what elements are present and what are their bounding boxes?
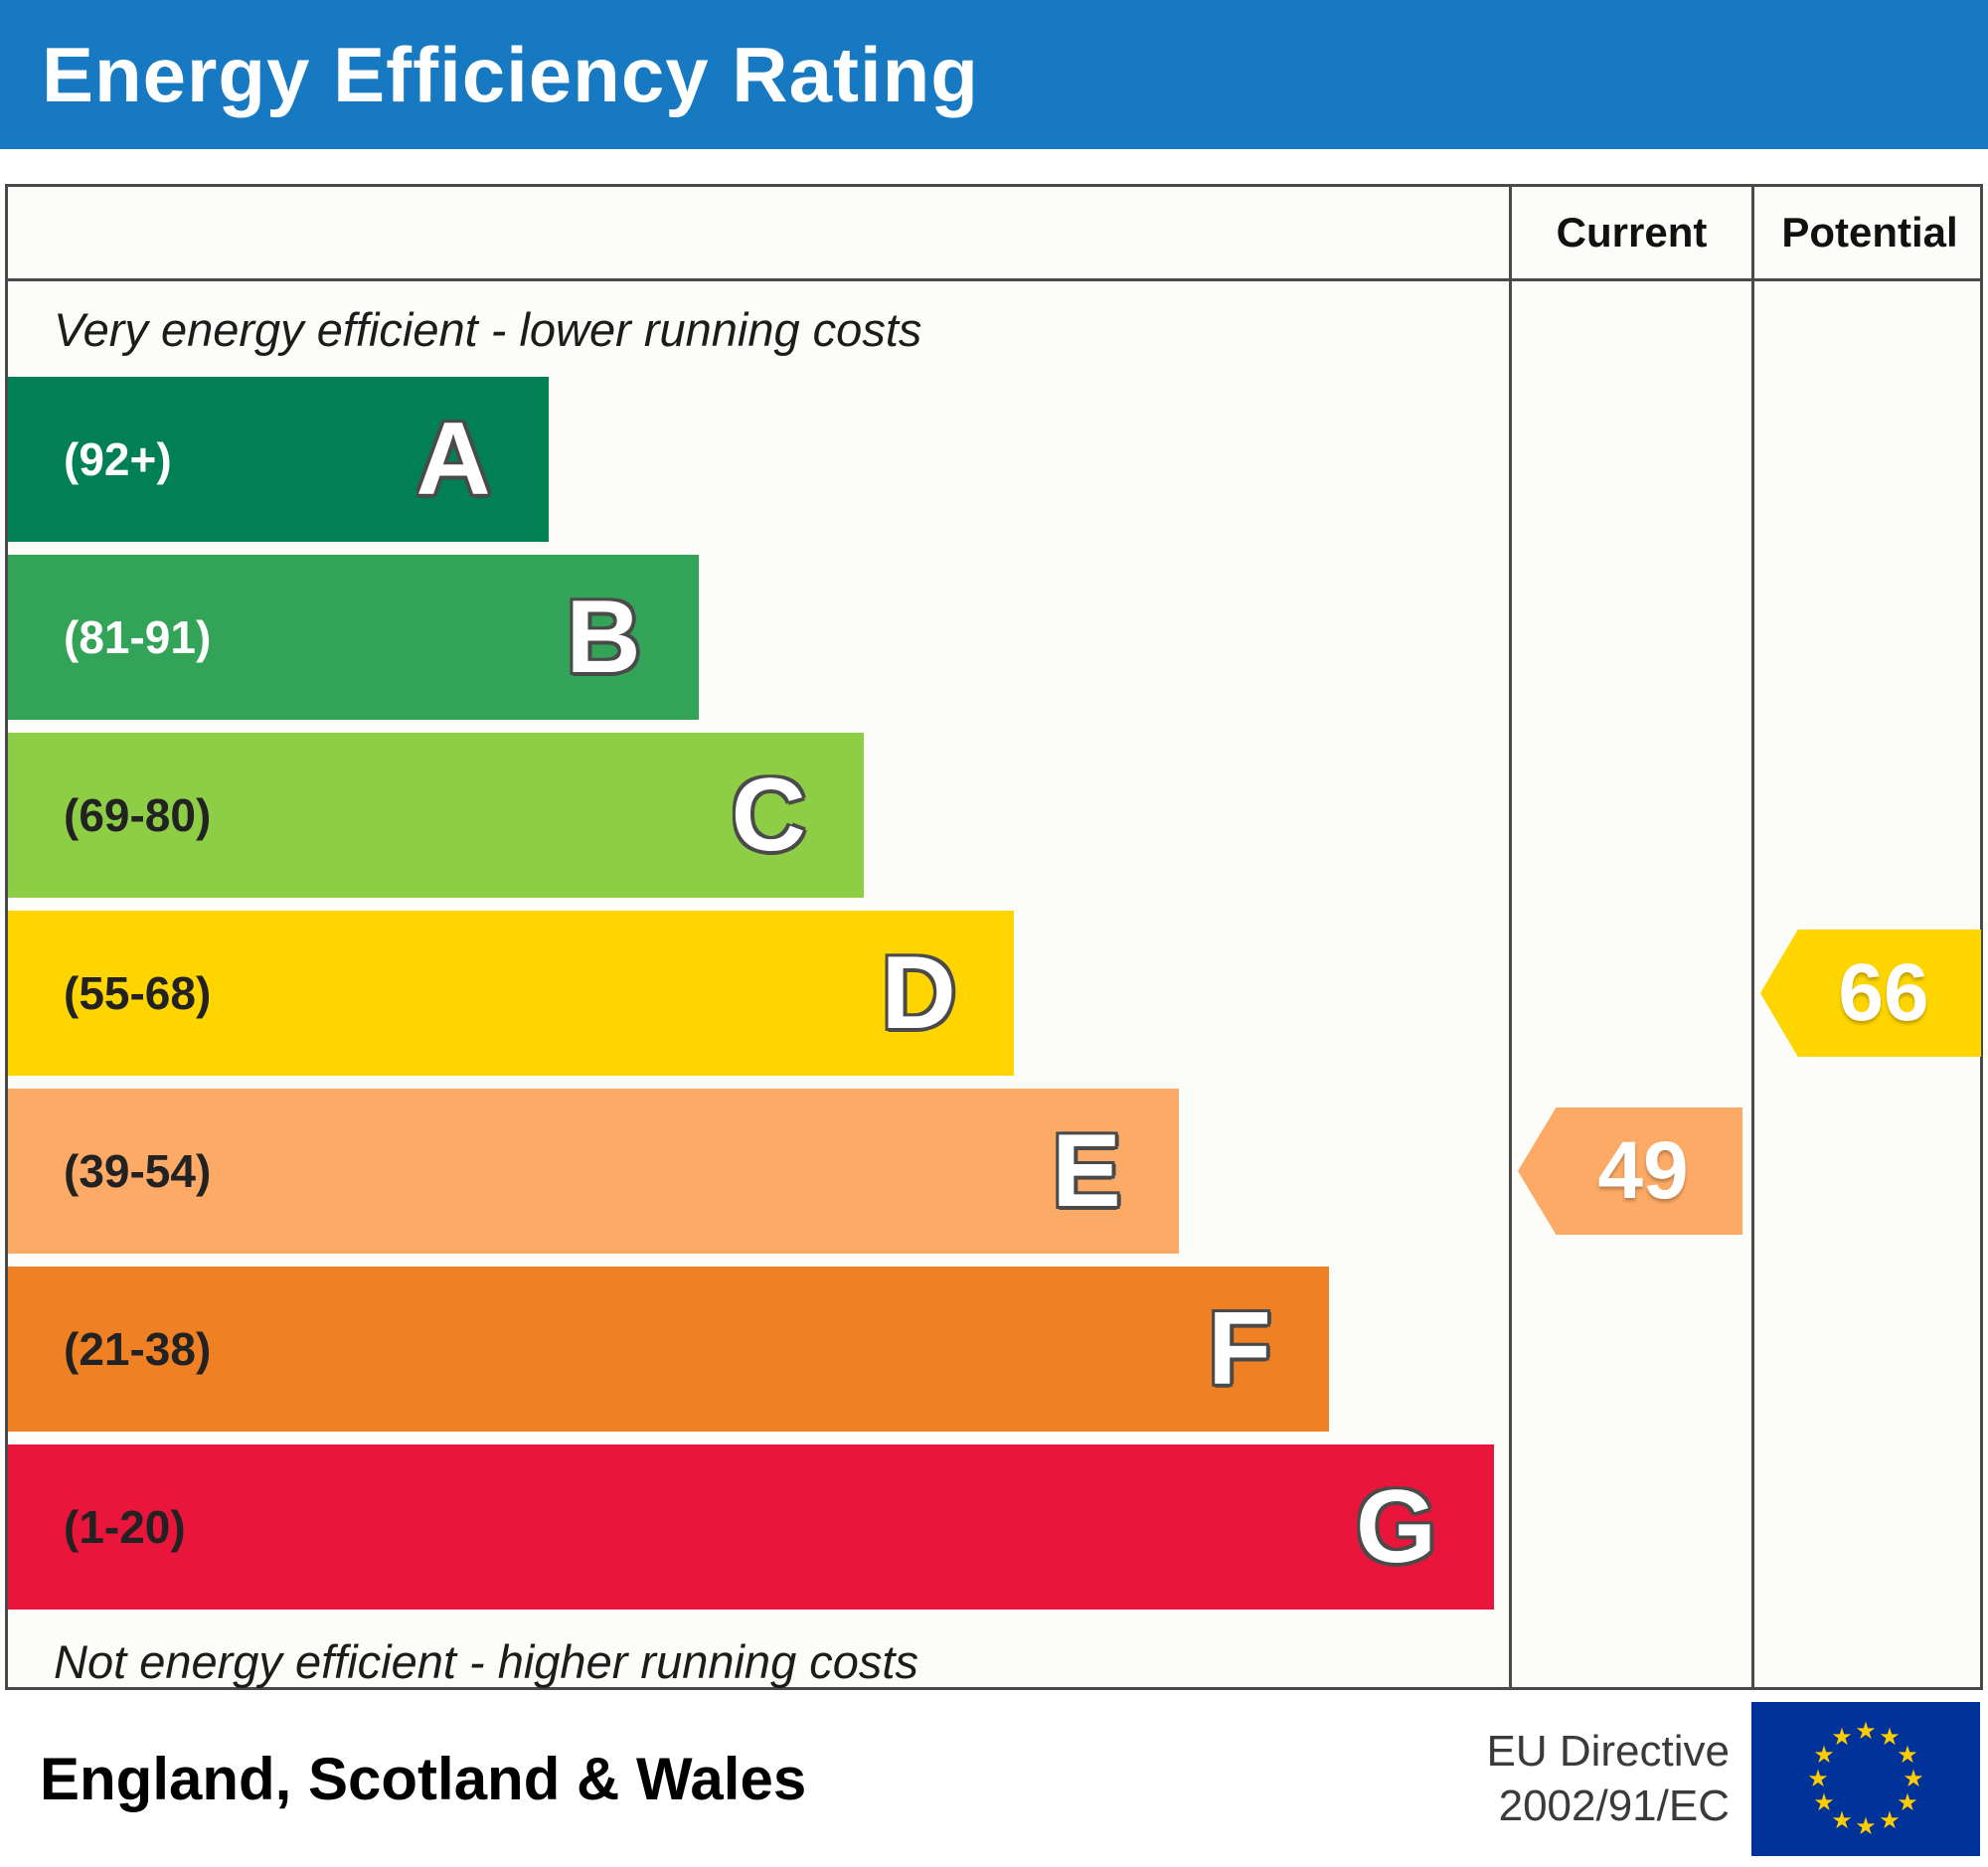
region-label: England, Scotland & Wales	[40, 1745, 807, 1812]
current-column-header: Current	[1556, 209, 1708, 255]
caption-bottom: Not energy efficient - higher running co…	[54, 1634, 918, 1688]
band-bar-d: (55-68) D	[8, 911, 1014, 1076]
svg-text:★: ★	[1897, 1788, 1918, 1816]
svg-text:★: ★	[1879, 1806, 1901, 1834]
potential-rating-value: 66	[1838, 947, 1929, 1038]
band-range-label: (92+)	[64, 433, 172, 485]
band-letter: G	[1355, 1469, 1436, 1585]
rating-chart: Current Potential Very energy efficient …	[5, 184, 1983, 1690]
band-letter: C	[731, 758, 806, 873]
svg-text:★: ★	[1855, 1812, 1877, 1840]
current-rating-arrow: 49	[1518, 1107, 1742, 1235]
band-letter: E	[1052, 1113, 1121, 1229]
eu-directive-label: EU Directive 2002/91/EC	[1487, 1724, 1731, 1833]
band-bar-a: (92+) A	[8, 377, 549, 542]
band-bar-c: (69-80) C	[8, 733, 864, 898]
band-bar-e: (39-54) E	[8, 1089, 1179, 1254]
band-range-label: (39-54)	[64, 1145, 212, 1197]
band-area: Very energy efficient - lower running co…	[8, 281, 1509, 1688]
band-letter: D	[881, 935, 956, 1051]
potential-column-header: Potential	[1781, 209, 1958, 255]
eu-directive-line2: 2002/91/EC	[1498, 1782, 1730, 1830]
page-title: Energy Efficiency Rating	[42, 30, 979, 118]
band-range-label: (21-38)	[64, 1323, 212, 1375]
band-letter: A	[415, 402, 491, 517]
band-bar-b: (81-91) B	[8, 555, 699, 720]
svg-text:★: ★	[1831, 1806, 1853, 1834]
band-range-label: (81-91)	[64, 611, 212, 663]
svg-text:★: ★	[1855, 1717, 1877, 1745]
band-bar-f: (21-38) F	[8, 1267, 1329, 1432]
band-row-d: (55-68) D	[8, 911, 1509, 1076]
current-column-divider	[1509, 187, 1512, 1687]
eu-flag-stars: ★ ★ ★ ★ ★ ★ ★ ★ ★ ★ ★ ★	[1807, 1717, 1924, 1840]
eu-directive-line1: EU Directive	[1486, 1727, 1731, 1776]
svg-text:★: ★	[1903, 1765, 1924, 1792]
potential-column-divider	[1751, 187, 1754, 1687]
band-row-f: (21-38) F	[8, 1267, 1509, 1432]
band-range-label: (69-80)	[64, 789, 212, 841]
svg-text:★: ★	[1897, 1741, 1918, 1769]
band-bar-g: (1-20) G	[8, 1444, 1494, 1610]
band-row-a: (92+) A	[8, 377, 1509, 542]
eu-flag: ★ ★ ★ ★ ★ ★ ★ ★ ★ ★ ★ ★	[1751, 1701, 1980, 1856]
svg-text:★: ★	[1831, 1723, 1853, 1751]
svg-text:★: ★	[1879, 1723, 1901, 1751]
current-rating-value: 49	[1597, 1125, 1689, 1216]
header: Energy Efficiency Rating	[0, 0, 1988, 149]
band-row-g: (1-20) G	[8, 1444, 1509, 1610]
caption-top: Very energy efficient - lower running co…	[54, 302, 922, 356]
svg-text:★: ★	[1813, 1741, 1835, 1769]
band-row-c: (69-80) C	[8, 733, 1509, 898]
band-range-label: (55-68)	[64, 967, 212, 1019]
band-letter: B	[566, 580, 641, 695]
svg-text:★: ★	[1813, 1788, 1835, 1816]
band-letter: F	[1208, 1291, 1271, 1407]
band-range-label: (1-20)	[64, 1501, 186, 1553]
chart-header-row	[8, 187, 1980, 281]
band-row-e: (39-54) E	[8, 1089, 1509, 1254]
potential-rating-arrow: 66	[1760, 930, 1981, 1057]
band-row-b: (81-91) B	[8, 555, 1509, 720]
svg-text:★: ★	[1807, 1765, 1829, 1792]
footer: England, Scotland & Wales EU Directive 2…	[0, 1690, 1988, 1867]
